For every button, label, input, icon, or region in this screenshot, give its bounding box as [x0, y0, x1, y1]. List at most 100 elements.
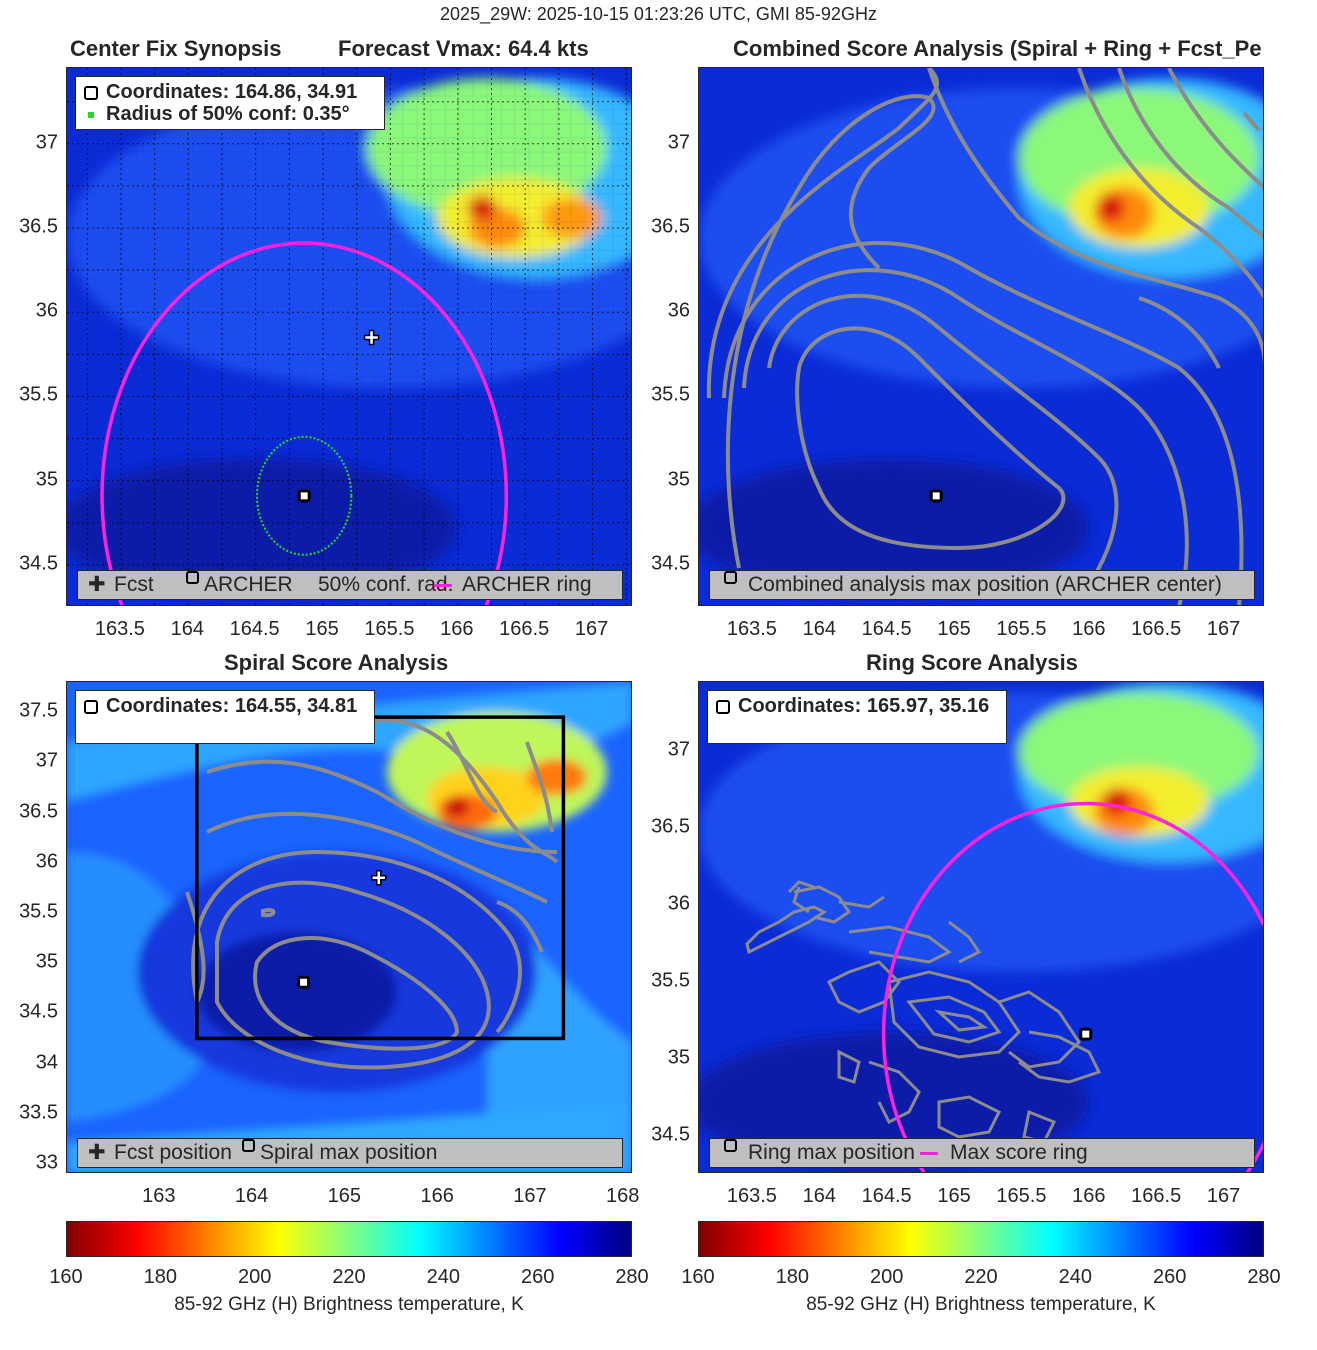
- colorbar-tick-label: 200: [869, 1266, 904, 1288]
- fcst-marker: [371, 870, 387, 886]
- contour: [1242, 111, 1261, 132]
- panel4-svg: [699, 682, 1263, 1172]
- x-tick-label: 163.5: [94, 618, 145, 640]
- legend-conf-rad: 50% conf. rad.: [318, 573, 454, 596]
- contour: [206, 811, 548, 904]
- colorbar-tick-label: 160: [49, 1266, 83, 1288]
- contour: [927, 68, 1263, 369]
- panel1-info-radius: Radius of 50% conf: 0.35°: [84, 103, 376, 125]
- x-tick-label: 165.5: [364, 618, 415, 640]
- panel3-title: Spiral Score Analysis: [224, 650, 449, 675]
- panel1-grid: [67, 68, 631, 605]
- panel4-circles: [881, 801, 1263, 1172]
- contour: [937, 1095, 1002, 1139]
- colorbar-left: [66, 1221, 632, 1257]
- center-marker: [1079, 1027, 1093, 1041]
- y-tick-label: 34.5: [19, 552, 58, 575]
- colorbar-tick-label: 220: [332, 1266, 366, 1288]
- panel2-points: [929, 489, 943, 503]
- contour: [792, 886, 810, 914]
- panel4-plot: Coordinates: 165.97, 35.16 Ring max posi…: [698, 681, 1264, 1173]
- x-tick-label: 163: [142, 1185, 176, 1207]
- contour: [742, 268, 1189, 605]
- panel4-info-coordinates: Coordinates: 165.97, 35.16: [716, 695, 998, 717]
- panel1-legend: ✚ Fcst ARCHER 50% conf. rad. ARCHER ring: [77, 570, 623, 600]
- panel4-contours: [745, 880, 1102, 1164]
- legend-spiral-max: Spiral max position: [260, 1141, 438, 1164]
- panel1-plot: Coordinates: 164.86, 34.91 Radius of 50%…: [66, 67, 632, 606]
- x-tick-label: 163.5: [726, 618, 777, 640]
- x-tick-label: 166.5: [1131, 618, 1182, 640]
- contour: [261, 908, 276, 918]
- legend-combined: Combined analysis max position (ARCHER c…: [748, 573, 1222, 596]
- y-tick-label: 36.5: [19, 215, 58, 238]
- contour: [837, 1049, 861, 1084]
- legend-ring-max: Ring max position: [748, 1141, 915, 1164]
- y-tick-label: 37: [35, 749, 58, 772]
- center-marker: [297, 489, 311, 503]
- colorbar-tick-label: 200: [237, 1266, 272, 1288]
- y-tick-label: 34.5: [651, 1123, 690, 1146]
- panel4-title: Ring Score Analysis: [866, 650, 1078, 675]
- panel2-contours: [706, 68, 1263, 605]
- legend-max-score-ring: Max score ring: [950, 1141, 1088, 1164]
- y-tick-label: 37: [35, 131, 58, 154]
- y-tick-label: 37.5: [19, 699, 58, 722]
- contour: [795, 326, 1066, 551]
- panel3-info-coordinates: Coordinates: 164.55, 34.81: [84, 695, 366, 717]
- colorbar-tick-label: 240: [426, 1266, 461, 1288]
- contour: [767, 293, 1119, 600]
- contour: [1138, 296, 1221, 369]
- contour: [838, 895, 885, 909]
- colorbar-tick-label: 160: [681, 1266, 715, 1288]
- x-tick-label: 164.5: [861, 1185, 912, 1207]
- x-tick-label: 166.5: [1131, 1185, 1182, 1207]
- legend-fcst-position: Fcst position: [114, 1141, 232, 1164]
- panel1-points: [297, 329, 380, 503]
- contour: [1167, 68, 1263, 189]
- legend-archer-ring: ARCHER ring: [462, 573, 592, 596]
- legend-fcst-icon: ✚: [88, 573, 106, 596]
- contour: [848, 925, 952, 964]
- legend-fcst-position-icon: ✚: [88, 1141, 106, 1164]
- confidence-circle: [256, 435, 353, 556]
- contour: [445, 730, 499, 814]
- panel2-legend: Combined analysis max position (ARCHER c…: [709, 570, 1255, 600]
- legend-ring-line-icon: [434, 584, 452, 587]
- y-tick-label: 35.5: [651, 383, 690, 406]
- panel1-info-coordinates: Coordinates: 164.86, 34.91: [84, 81, 376, 103]
- contour: [868, 1060, 921, 1125]
- contour: [185, 891, 206, 1003]
- y-tick-label: 35: [667, 468, 690, 491]
- x-tick-label: 167: [574, 618, 609, 640]
- score-ring: [881, 801, 1263, 1172]
- panel4-points: [1079, 1027, 1093, 1041]
- panel1-info-box: Coordinates: 164.86, 34.91 Radius of 50%…: [75, 76, 385, 130]
- y-tick-label: 36: [667, 299, 690, 322]
- contour: [934, 1009, 989, 1032]
- panel3-plot: Coordinates: 164.55, 34.81 ✚ Fcst positi…: [66, 681, 632, 1173]
- y-tick-label: 35: [35, 950, 58, 973]
- panel2-title: Combined Score Analysis (Spiral + Ring +…: [733, 36, 1262, 61]
- contour: [887, 970, 1021, 1059]
- y-tick-label: 33.5: [19, 1101, 58, 1124]
- colorbar-right-label: 85-92 GHz (H) Brightness temperature, K: [806, 1294, 1156, 1315]
- contour: [722, 241, 1244, 605]
- center-marker: [929, 489, 943, 503]
- panel1-title: Center Fix Synopsis: [70, 36, 282, 61]
- contour: [496, 900, 544, 953]
- x-tick-label: 165.5: [996, 618, 1047, 640]
- contour: [253, 936, 460, 1051]
- y-tick-label: 33: [35, 1151, 58, 1174]
- legend-archer: ARCHER: [204, 573, 293, 596]
- y-tick-label: 35: [667, 1046, 690, 1069]
- colorbar-tick-label: 280: [615, 1266, 649, 1288]
- x-tick-label: 164: [802, 618, 836, 640]
- panel3-search-box: [195, 715, 566, 1041]
- x-tick-label: 165: [305, 618, 339, 640]
- contour: [191, 849, 522, 1034]
- contour: [215, 880, 491, 1070]
- y-tick-label: 36.5: [651, 215, 690, 238]
- y-tick-label: 35: [35, 468, 58, 491]
- legend-fcst: Fcst: [114, 573, 154, 596]
